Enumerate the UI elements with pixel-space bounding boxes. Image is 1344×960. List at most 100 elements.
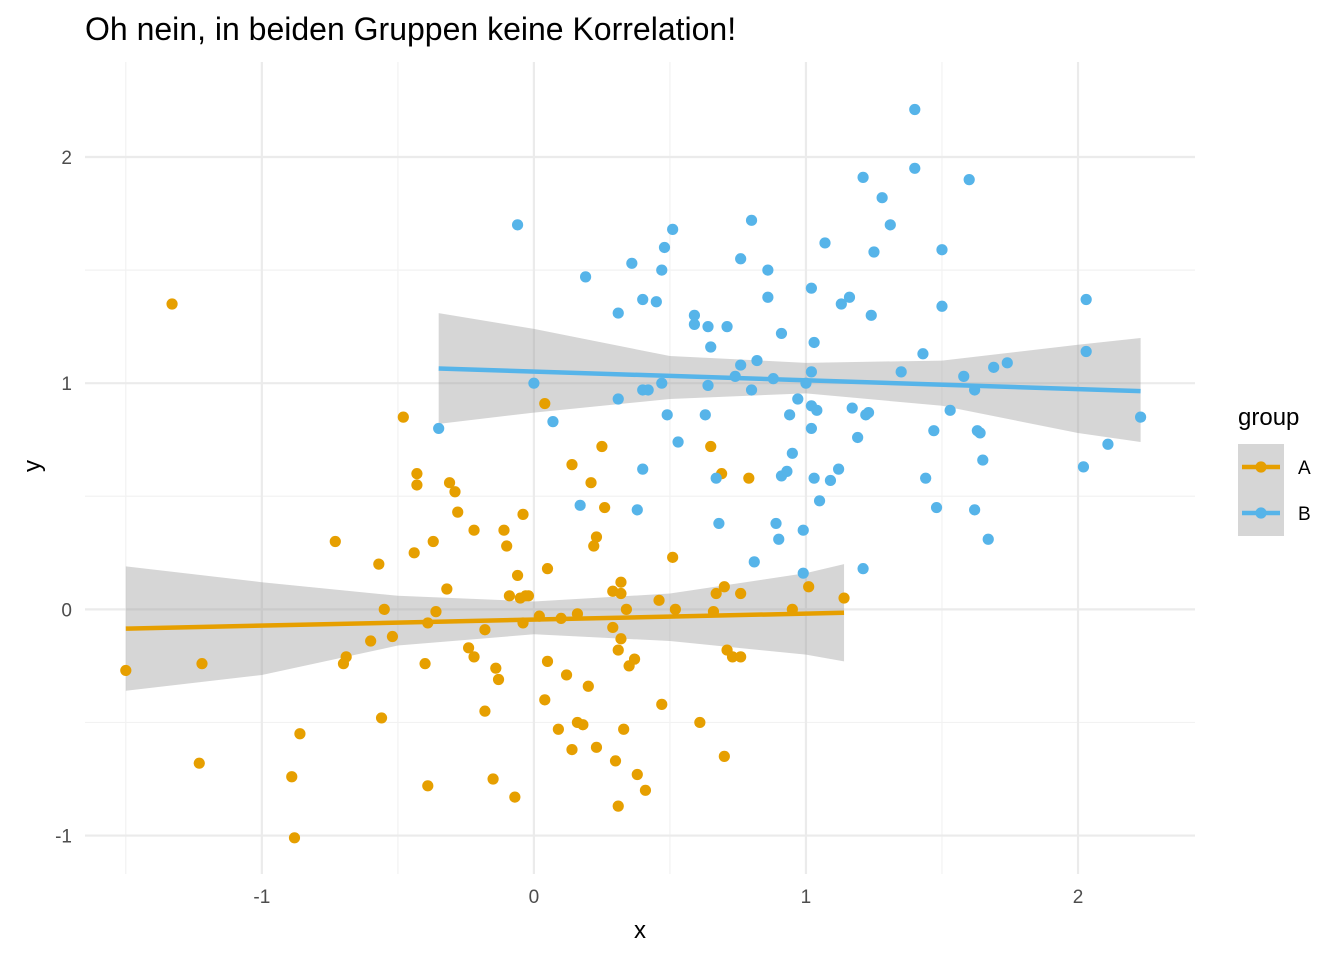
data-point-A (501, 540, 513, 552)
data-point-A (479, 705, 491, 717)
data-point-B (786, 447, 798, 459)
data-point-B (705, 341, 717, 353)
data-point-B (917, 348, 929, 360)
data-point-B (936, 300, 948, 312)
data-point-B (797, 524, 809, 536)
data-point-B (656, 264, 668, 276)
data-point-B (574, 499, 586, 511)
data-point-A (479, 624, 491, 636)
data-point-A (443, 477, 456, 489)
data-point-B (650, 296, 662, 308)
data-point-B (1080, 345, 1092, 358)
data-point-A (373, 558, 385, 570)
x-tick-labels: -1 0 1 2 (253, 887, 1083, 908)
data-point-A (599, 501, 611, 514)
data-point-B (944, 404, 956, 416)
data-point-A (411, 468, 423, 480)
data-point-B (920, 472, 932, 484)
data-point-A (408, 547, 420, 559)
data-point-A (196, 658, 208, 670)
data-point-B (770, 517, 782, 530)
y-tick-label: 0 (61, 600, 72, 621)
data-point-A (552, 723, 564, 735)
data-point-A (735, 651, 747, 663)
data-point-B (713, 517, 725, 530)
data-point-B (884, 219, 896, 231)
data-point-B (977, 454, 989, 466)
data-point-B (824, 474, 837, 487)
data-point-A (411, 479, 423, 491)
data-point-B (773, 533, 785, 545)
data-point-B (982, 533, 994, 545)
data-point-A (615, 633, 627, 645)
data-point-B (745, 214, 758, 226)
data-point-A (492, 673, 505, 686)
data-point-B (1001, 357, 1013, 369)
data-point-B (1077, 461, 1090, 473)
data-point-B (433, 422, 445, 435)
data-point-B (710, 472, 722, 484)
data-point-B (868, 246, 880, 258)
data-point-A (639, 784, 652, 796)
data-point-A (430, 606, 442, 618)
data-point-A (705, 440, 717, 453)
legend-key-point-B (1255, 507, 1267, 519)
data-point-B (909, 162, 921, 174)
data-point-A (427, 535, 439, 548)
grid-major (85, 62, 1195, 874)
y-tick-labels: -1 0 1 2 (55, 148, 72, 848)
data-point-B (547, 416, 559, 428)
data-point-B (857, 171, 869, 183)
data-point-B (819, 237, 831, 249)
data-point-A (468, 651, 480, 663)
data-point-A (590, 741, 603, 753)
data-point-B (805, 422, 817, 435)
data-point-A (120, 664, 132, 677)
data-point-A (509, 791, 521, 803)
data-point-A (365, 635, 377, 647)
data-point-B (735, 253, 747, 265)
data-point-B (988, 361, 1000, 373)
data-point-A (667, 551, 679, 563)
data-point-A (743, 472, 755, 484)
confidence-band-B (438, 313, 1141, 442)
data-point-A (615, 576, 627, 588)
data-point-B (699, 409, 711, 421)
data-point-A (329, 535, 341, 548)
data-point-B (656, 377, 668, 389)
x-tick-label: -1 (253, 887, 270, 908)
data-point-B (642, 384, 654, 396)
data-point-A (378, 603, 390, 615)
legend-label-A: A (1298, 458, 1311, 479)
data-point-A (607, 621, 619, 634)
legend-title: group (1238, 404, 1299, 431)
data-point-A (541, 655, 554, 667)
data-point-B (969, 504, 981, 516)
data-point-A (803, 581, 815, 593)
data-point-B (928, 425, 940, 437)
data-point-B (958, 370, 970, 382)
data-point-B (688, 309, 701, 321)
data-point-A (612, 644, 624, 656)
data-point-B (1102, 438, 1114, 450)
data-point-A (669, 603, 681, 615)
data-point-B (865, 309, 877, 321)
data-point-A (452, 506, 464, 518)
trend-line-A (125, 610, 845, 631)
data-point-A (566, 743, 578, 756)
data-point-B (688, 318, 701, 330)
data-point-B (735, 359, 747, 371)
data-point-A (522, 590, 535, 602)
data-point-B (797, 567, 809, 579)
data-point-A (193, 757, 205, 769)
data-point-B (792, 393, 804, 405)
data-point-A (620, 603, 632, 615)
data-points (120, 103, 1147, 844)
data-point-B (857, 563, 869, 575)
data-point-B (813, 495, 826, 507)
data-point-A (498, 524, 510, 536)
data-point-A (577, 719, 589, 731)
data-point-B (762, 264, 774, 276)
data-point-A (340, 651, 352, 663)
